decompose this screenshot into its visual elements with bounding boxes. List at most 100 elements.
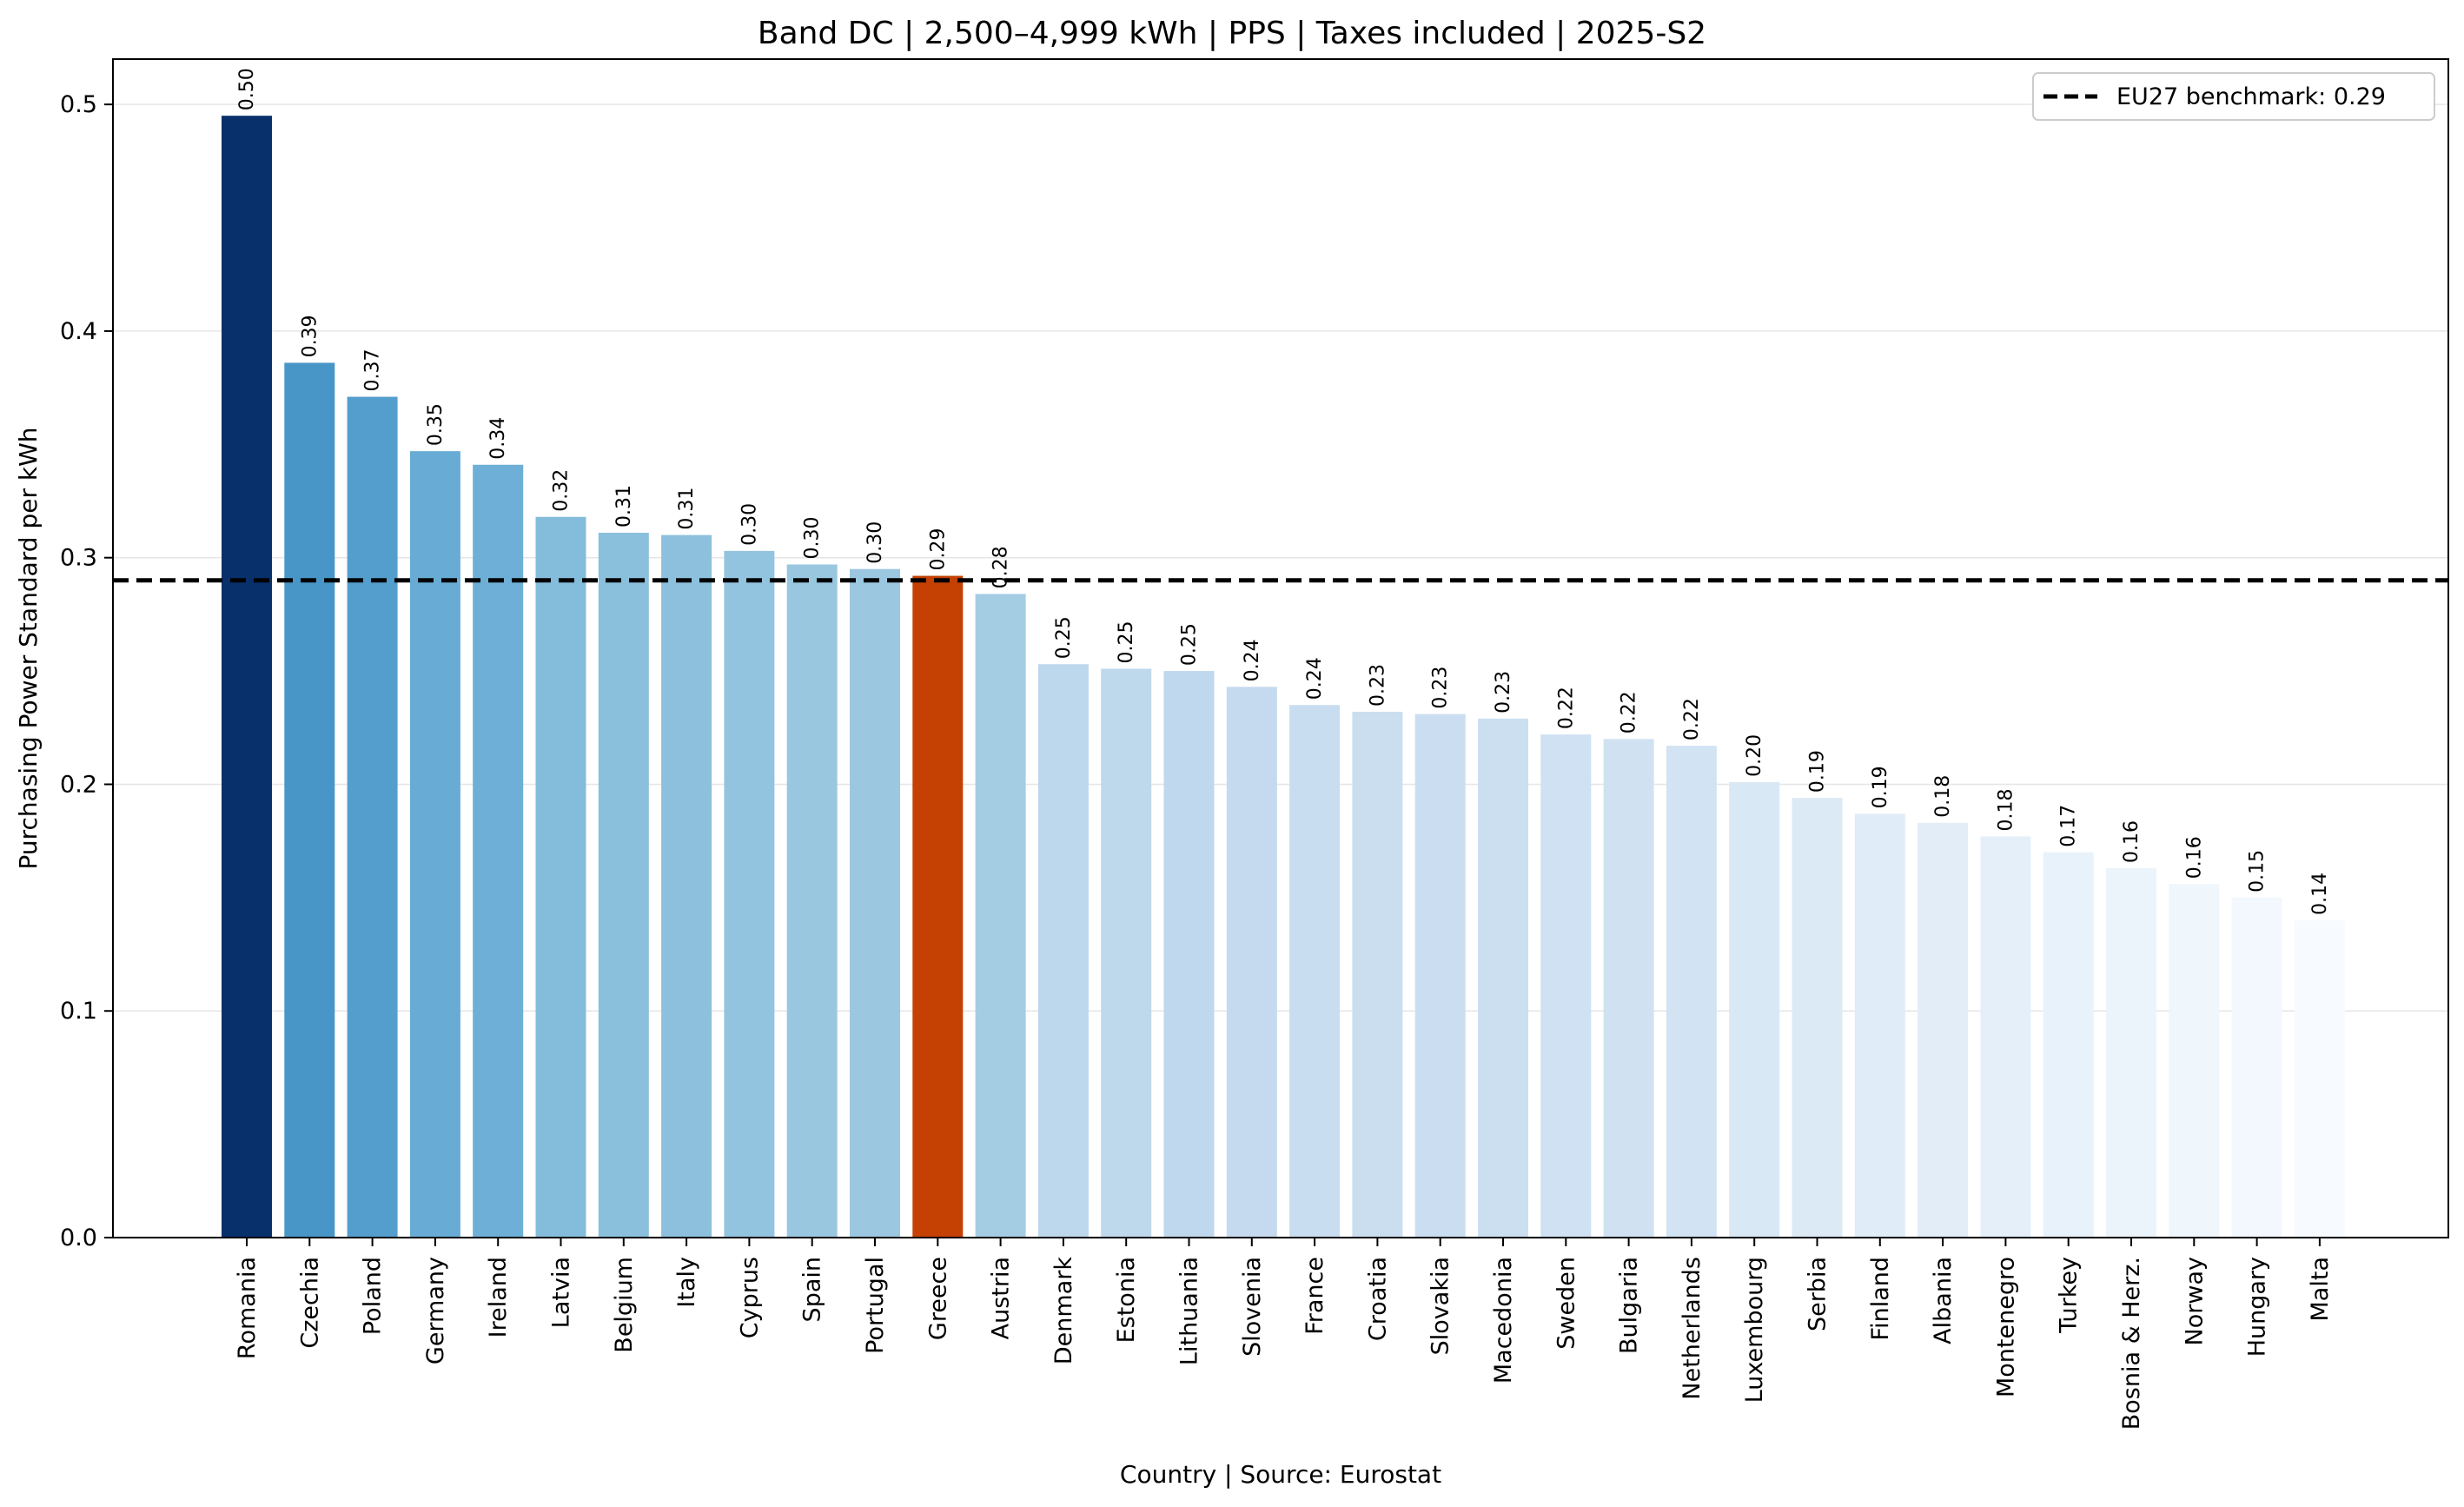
bar-value-label: 0.18	[1995, 788, 2017, 831]
bar-value-label: 0.31	[676, 488, 698, 530]
bar-value-label: 0.23	[1367, 664, 1388, 707]
bar-value-label: 0.37	[362, 349, 384, 392]
bar-value-label: 0.20	[1744, 734, 1765, 777]
bar	[912, 575, 964, 1238]
bar	[1414, 714, 1466, 1238]
x-tick-label: Germany	[422, 1257, 449, 1364]
bar-value-label: 0.24	[1304, 657, 1326, 700]
y-tick-label: 0.2	[60, 771, 97, 798]
x-tick-label: Portugal	[862, 1257, 889, 1354]
bar	[661, 534, 712, 1238]
gridlines	[113, 103, 2448, 1238]
bar	[284, 362, 335, 1238]
x-tick-label: Turkey	[2056, 1257, 2083, 1334]
bar-value-label: 0.30	[739, 503, 760, 546]
x-tick-label: Latvia	[548, 1257, 575, 1328]
bar	[1666, 746, 1717, 1238]
x-tick-label: Romania	[234, 1257, 261, 1359]
bar-value-label: 0.29	[927, 528, 949, 571]
bar-value-label: 0.34	[487, 417, 509, 460]
x-tick-label: Bosnia & Herz.	[2118, 1257, 2145, 1430]
y-tick-label: 0.5	[60, 91, 97, 118]
bar	[347, 396, 398, 1238]
bar	[1289, 705, 1341, 1238]
x-tick-label: Poland	[360, 1257, 387, 1335]
bar-value-label: 0.35	[425, 403, 447, 446]
bar	[2043, 852, 2094, 1238]
bar-value-label: 0.22	[1555, 687, 1577, 729]
x-tick-label: Cyprus	[736, 1257, 763, 1338]
bar	[1792, 798, 1843, 1238]
x-tick-label: Finland	[1867, 1257, 1894, 1340]
bar	[473, 464, 524, 1238]
y-tick-label: 0.1	[60, 998, 97, 1025]
bar-value-label: 0.17	[2058, 805, 2080, 847]
bar	[786, 564, 838, 1238]
y-tick-label: 0.4	[60, 318, 97, 345]
bar	[975, 594, 1026, 1238]
bar	[1603, 739, 1654, 1238]
x-tick-label: Montenegro	[1992, 1257, 2019, 1397]
bar	[1226, 687, 1277, 1238]
bar	[1980, 836, 2031, 1238]
x-tick-label: Slovenia	[1239, 1257, 1266, 1357]
bar-value-label: 0.14	[2309, 873, 2331, 915]
bar-value-label: 0.31	[613, 485, 635, 528]
bar-value-label: 0.32	[551, 469, 573, 512]
x-tick-label: Austria	[988, 1257, 1015, 1339]
x-tick-label: Norway	[2181, 1257, 2208, 1345]
bar	[2231, 897, 2282, 1238]
bar	[1854, 813, 1905, 1238]
bar-value-label: 0.16	[2183, 836, 2205, 879]
x-tick-label: Albania	[1930, 1257, 1957, 1344]
x-tick-label: Estonia	[1113, 1257, 1140, 1343]
bar	[1478, 718, 1528, 1238]
x-tick-label: Netherlands	[1679, 1257, 1706, 1400]
bar-value-label: 0.19	[1807, 750, 1829, 793]
bar-value-label: 0.15	[2247, 850, 2269, 893]
plot-frame	[112, 58, 2449, 1238]
bar	[1163, 671, 1215, 1238]
x-tick-label: Serbia	[1805, 1257, 1831, 1331]
bar-value-label: 0.25	[1179, 623, 1201, 666]
bar	[535, 516, 586, 1238]
bar	[1352, 712, 1403, 1238]
bar	[598, 533, 649, 1238]
bar	[724, 550, 775, 1238]
legend-label: EU27 benchmark: 0.29	[2116, 83, 2386, 110]
bar	[1729, 781, 1780, 1238]
x-tick-label: Greece	[924, 1257, 951, 1340]
bar-value-label: 0.22	[1619, 691, 1640, 734]
bar	[222, 116, 272, 1238]
x-tick-label: Slovakia	[1427, 1257, 1454, 1355]
bar-value-label: 0.18	[1932, 775, 1954, 818]
x-tick-label: Ireland	[485, 1257, 512, 1338]
bar-value-label: 0.25	[1053, 616, 1075, 659]
x-tick-label: Belgium	[611, 1257, 638, 1353]
legend: EU27 benchmark: 0.29	[2032, 72, 2435, 121]
x-tick-label: Italy	[673, 1257, 700, 1308]
bar	[1101, 668, 1152, 1238]
x-tick-label: Lithuania	[1176, 1257, 1203, 1365]
bar-value-label: 0.22	[1681, 698, 1703, 740]
y-tick-label: 0.3	[60, 545, 97, 572]
x-tick-label: Spain	[799, 1257, 826, 1322]
chart-title: Band DC | 2,500–4,999 kWh | PPS | Taxes …	[758, 16, 1706, 51]
bar	[1918, 822, 1969, 1238]
bar	[850, 568, 900, 1238]
bar-value-label: 0.30	[802, 517, 824, 560]
y-tick-label: 0.0	[60, 1225, 97, 1251]
bar	[2106, 867, 2156, 1238]
bar	[1037, 664, 1089, 1238]
x-tick-label: Hungary	[2244, 1257, 2271, 1357]
bars: 0.50 0.39 0.37 0.35 0.34 0.32 0.31 0.31 0.30 0.30…	[222, 68, 2345, 1238]
bar-value-label: 0.50	[236, 68, 258, 110]
bar	[409, 451, 460, 1238]
x-tick-label: France	[1302, 1257, 1328, 1335]
bar	[2169, 884, 2220, 1238]
x-axis-label: Country | Source: Eurostat	[1120, 1460, 1441, 1489]
bar	[1540, 734, 1592, 1238]
x-tick-label: Sweden	[1553, 1257, 1580, 1350]
bar-value-label: 0.16	[2121, 820, 2143, 863]
